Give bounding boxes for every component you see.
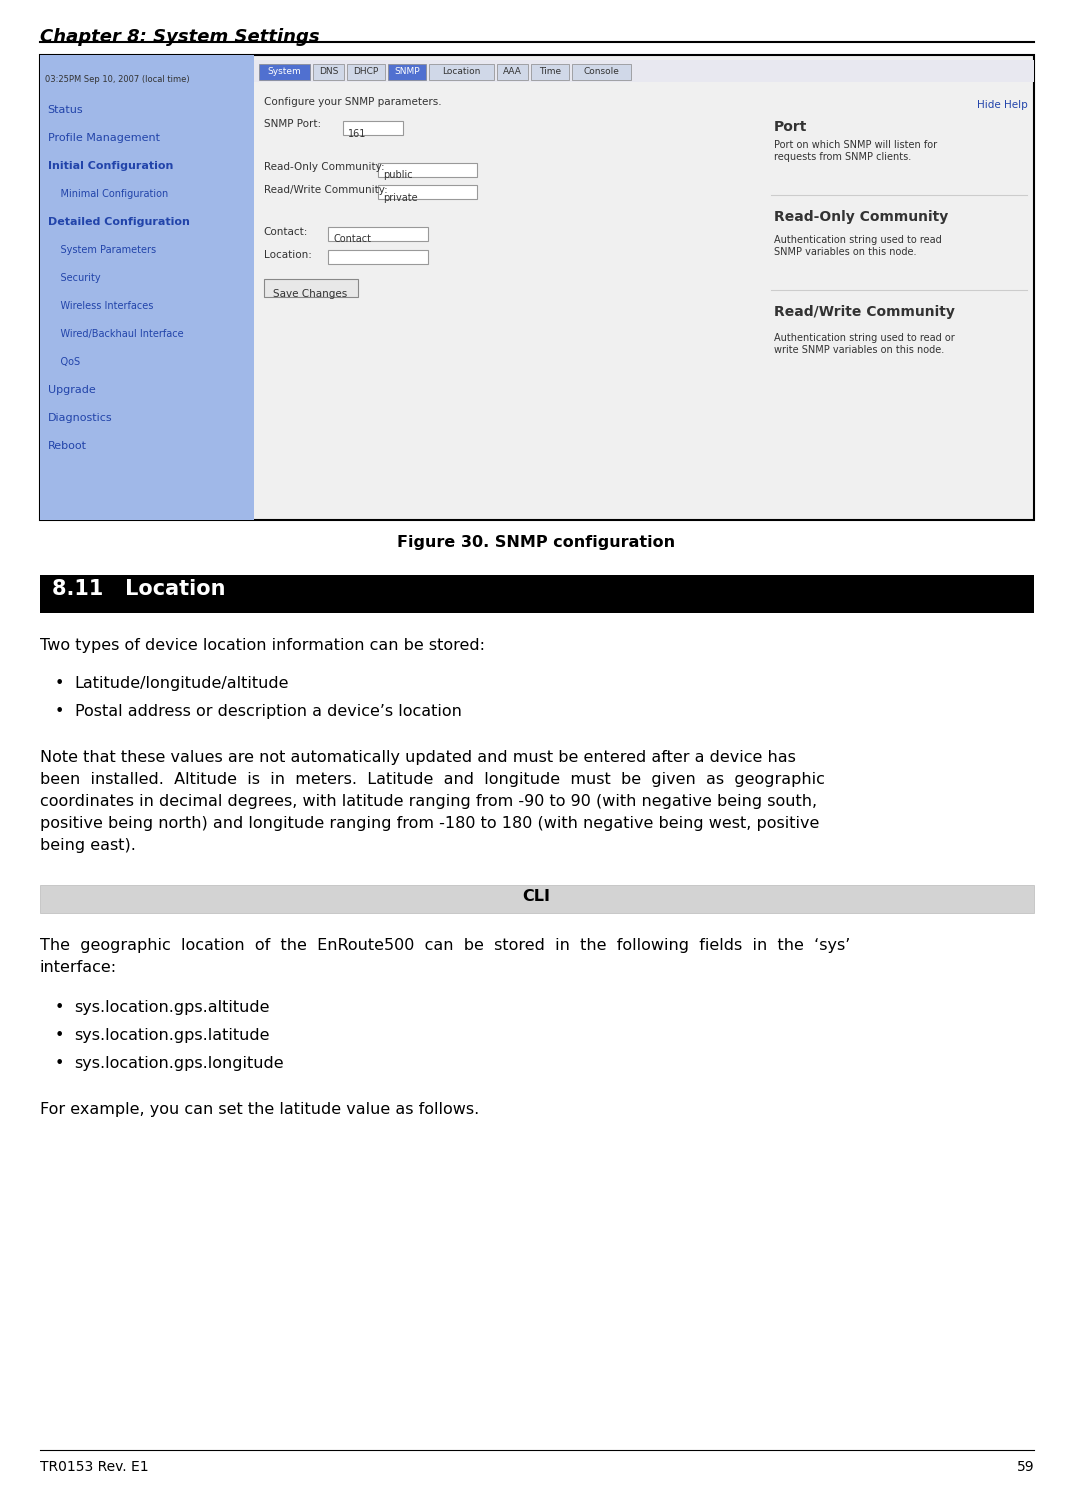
Text: sys.location.gps.longitude: sys.location.gps.longitude xyxy=(74,1056,285,1071)
Text: Wired/Backhaul Interface: Wired/Backhaul Interface xyxy=(47,330,183,339)
Text: System: System xyxy=(267,67,302,76)
Text: Upgrade: Upgrade xyxy=(47,385,96,395)
Text: Status: Status xyxy=(47,104,83,115)
FancyBboxPatch shape xyxy=(343,121,403,134)
Text: coordinates in decimal degrees, with latitude ranging from -90 to 90 (with negat: coordinates in decimal degrees, with lat… xyxy=(40,794,817,809)
Text: public: public xyxy=(383,170,413,181)
Text: Configure your SNMP parameters.: Configure your SNMP parameters. xyxy=(264,97,441,107)
FancyBboxPatch shape xyxy=(253,60,1035,82)
FancyBboxPatch shape xyxy=(497,64,528,81)
Text: TR0153 Rev. E1: TR0153 Rev. E1 xyxy=(40,1461,149,1474)
Text: interface:: interface: xyxy=(40,959,116,974)
FancyBboxPatch shape xyxy=(378,163,478,178)
Text: SNMP Port:: SNMP Port: xyxy=(264,119,320,128)
Text: Contact:: Contact: xyxy=(264,227,308,237)
Text: Detailed Configuration: Detailed Configuration xyxy=(47,216,190,227)
Text: Chapter 8: System Settings: Chapter 8: System Settings xyxy=(40,28,319,46)
Text: 8.11   Location: 8.11 Location xyxy=(52,579,225,598)
Text: Two types of device location information can be stored:: Two types of device location information… xyxy=(40,639,485,653)
Text: 161: 161 xyxy=(348,128,367,139)
FancyBboxPatch shape xyxy=(378,185,478,198)
Text: 59: 59 xyxy=(1017,1461,1035,1474)
Text: Save Changes: Save Changes xyxy=(273,289,347,298)
Text: Diagnostics: Diagnostics xyxy=(47,413,112,424)
Text: Initial Configuration: Initial Configuration xyxy=(47,161,174,172)
Text: 03:25PM Sep 10, 2007 (local time): 03:25PM Sep 10, 2007 (local time) xyxy=(45,75,190,84)
Text: Read-Only Community: Read-Only Community xyxy=(774,210,948,224)
FancyBboxPatch shape xyxy=(328,227,428,242)
Text: Security: Security xyxy=(47,273,100,283)
Text: Note that these values are not automatically updated and must be entered after a: Note that these values are not automatic… xyxy=(40,750,796,765)
Text: Port on which SNMP will listen for
requests from SNMP clients.: Port on which SNMP will listen for reque… xyxy=(774,140,937,161)
Text: Latitude/longitude/altitude: Latitude/longitude/altitude xyxy=(74,676,289,691)
FancyBboxPatch shape xyxy=(40,574,1035,613)
FancyBboxPatch shape xyxy=(40,55,1035,521)
FancyBboxPatch shape xyxy=(328,251,428,264)
Text: being east).: being east). xyxy=(40,839,136,853)
FancyBboxPatch shape xyxy=(347,64,385,81)
Text: Wireless Interfaces: Wireless Interfaces xyxy=(47,301,153,310)
Text: Minimal Configuration: Minimal Configuration xyxy=(47,189,168,198)
Text: Port: Port xyxy=(774,119,807,134)
Text: System Parameters: System Parameters xyxy=(47,245,156,255)
FancyBboxPatch shape xyxy=(259,64,310,81)
Text: Location: Location xyxy=(442,67,481,76)
Text: AAA: AAA xyxy=(503,67,522,76)
Text: Reboot: Reboot xyxy=(47,442,86,451)
Text: QoS: QoS xyxy=(47,357,80,367)
FancyBboxPatch shape xyxy=(765,84,1033,518)
Text: •: • xyxy=(55,676,64,691)
Text: For example, you can set the latitude value as follows.: For example, you can set the latitude va… xyxy=(40,1103,479,1118)
Text: Time: Time xyxy=(539,67,561,76)
FancyBboxPatch shape xyxy=(429,64,495,81)
Text: Read/Write Community: Read/Write Community xyxy=(774,304,955,319)
Text: •: • xyxy=(55,704,64,719)
FancyBboxPatch shape xyxy=(264,279,358,297)
Text: Read/Write Community:: Read/Write Community: xyxy=(264,185,387,195)
Text: SNMP: SNMP xyxy=(393,67,419,76)
Text: Hide Help: Hide Help xyxy=(977,100,1027,110)
Text: DHCP: DHCP xyxy=(354,67,378,76)
Text: Location:: Location: xyxy=(264,251,312,260)
Text: •: • xyxy=(55,1000,64,1015)
Text: Contact: Contact xyxy=(333,234,371,245)
Text: DNS: DNS xyxy=(319,67,338,76)
Text: Authentication string used to read or
write SNMP variables on this node.: Authentication string used to read or wr… xyxy=(774,333,954,355)
Text: Console: Console xyxy=(583,67,619,76)
Text: •: • xyxy=(55,1028,64,1043)
Text: sys.location.gps.latitude: sys.location.gps.latitude xyxy=(74,1028,271,1043)
Text: Read-Only Community:: Read-Only Community: xyxy=(264,163,384,172)
Text: The  geographic  location  of  the  EnRoute500  can  be  stored  in  the  follow: The geographic location of the EnRoute50… xyxy=(40,938,851,953)
Text: positive being north) and longitude ranging from -180 to 180 (with negative bein: positive being north) and longitude rang… xyxy=(40,816,819,831)
Text: Profile Management: Profile Management xyxy=(47,133,160,143)
Text: Authentication string used to read
SNMP variables on this node.: Authentication string used to read SNMP … xyxy=(774,236,941,257)
FancyBboxPatch shape xyxy=(40,55,253,521)
FancyBboxPatch shape xyxy=(388,64,426,81)
FancyBboxPatch shape xyxy=(40,885,1035,913)
Text: Postal address or description a device’s location: Postal address or description a device’s… xyxy=(74,704,461,719)
FancyBboxPatch shape xyxy=(314,64,344,81)
Text: private: private xyxy=(383,192,417,203)
Text: •: • xyxy=(55,1056,64,1071)
FancyBboxPatch shape xyxy=(572,64,631,81)
Text: been  installed.  Altitude  is  in  meters.  Latitude  and  longitude  must  be : been installed. Altitude is in meters. L… xyxy=(40,771,825,786)
FancyBboxPatch shape xyxy=(531,64,569,81)
Text: CLI: CLI xyxy=(522,889,550,904)
Text: Figure 30. SNMP configuration: Figure 30. SNMP configuration xyxy=(397,536,675,551)
Text: sys.location.gps.altitude: sys.location.gps.altitude xyxy=(74,1000,271,1015)
